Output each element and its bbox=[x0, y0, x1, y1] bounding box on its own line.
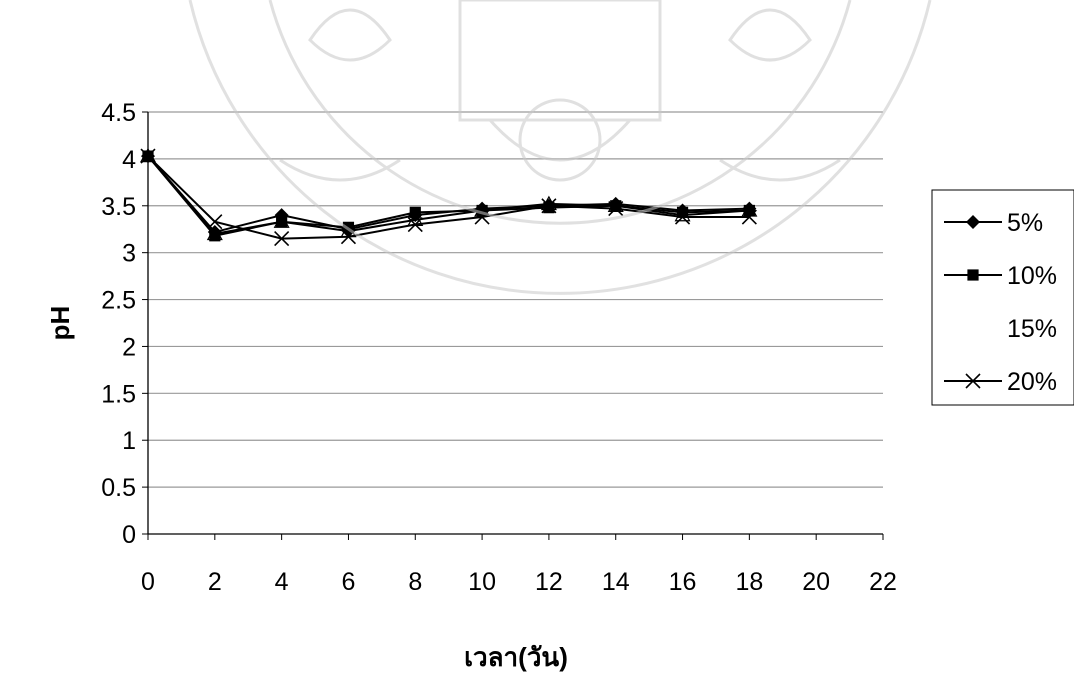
legend-box bbox=[931, 189, 1074, 406]
y-tick-label: 0.5 bbox=[101, 474, 136, 502]
x-tick-labels: 0 2 4 6 8 10 12 14 16 18 20 22 bbox=[141, 568, 897, 596]
legend-item: 20% bbox=[944, 368, 1057, 396]
x-tick-label: 4 bbox=[275, 568, 289, 596]
legend: 5% 10% 15% 20% bbox=[931, 189, 1074, 406]
x-tick-label: 12 bbox=[535, 568, 563, 596]
x-axis-title: เวลา(วัน) bbox=[464, 642, 568, 672]
x-tick-label: 8 bbox=[408, 568, 422, 596]
series-line bbox=[147, 155, 750, 235]
data-point bbox=[967, 269, 979, 281]
x-tick-label: 10 bbox=[468, 568, 496, 596]
y-tick-label: 4 bbox=[122, 146, 136, 174]
y-tick-label: 4.5 bbox=[101, 99, 136, 127]
x-tick-label: 2 bbox=[208, 568, 222, 596]
x-tick-label: 6 bbox=[342, 568, 356, 596]
data-point bbox=[965, 373, 981, 389]
legend-label: 15% bbox=[1007, 315, 1057, 343]
y-tick-label: 1 bbox=[122, 427, 136, 455]
legend-item: 10% bbox=[944, 262, 1057, 290]
legend-item: 15% bbox=[1007, 315, 1057, 343]
y-tick-labels: 0 0.5 1 1.5 2 2.5 3 3.5 4 4.5 bbox=[101, 99, 136, 549]
x-tick-label: 0 bbox=[141, 568, 155, 596]
legend-label: 10% bbox=[1007, 262, 1057, 290]
y-tick-label: 1.5 bbox=[101, 380, 136, 408]
x-tick-label: 14 bbox=[602, 568, 630, 596]
legend-label: 5% bbox=[1007, 209, 1043, 237]
y-tick-label: 3 bbox=[122, 240, 136, 268]
y-axis-title: pH bbox=[45, 306, 75, 341]
data-point bbox=[140, 148, 156, 164]
y-tick-label: 3.5 bbox=[101, 193, 136, 221]
y-tick-label: 2 bbox=[122, 333, 136, 361]
x-tick-label: 22 bbox=[869, 568, 897, 596]
x-tick-label: 16 bbox=[669, 568, 697, 596]
y-tick-label: 2.5 bbox=[101, 287, 136, 315]
data-point bbox=[966, 215, 980, 229]
series-lines bbox=[139, 147, 758, 247]
x-tick-label: 18 bbox=[735, 568, 763, 596]
gridlines bbox=[148, 111, 883, 488]
series-line bbox=[147, 155, 750, 237]
legend-item: 5% bbox=[944, 209, 1043, 237]
data-point bbox=[139, 147, 157, 163]
x-tick-label: 20 bbox=[802, 568, 830, 596]
axes bbox=[142, 111, 884, 540]
legend-label: 20% bbox=[1007, 368, 1057, 396]
y-tick-label: 0 bbox=[122, 521, 136, 549]
